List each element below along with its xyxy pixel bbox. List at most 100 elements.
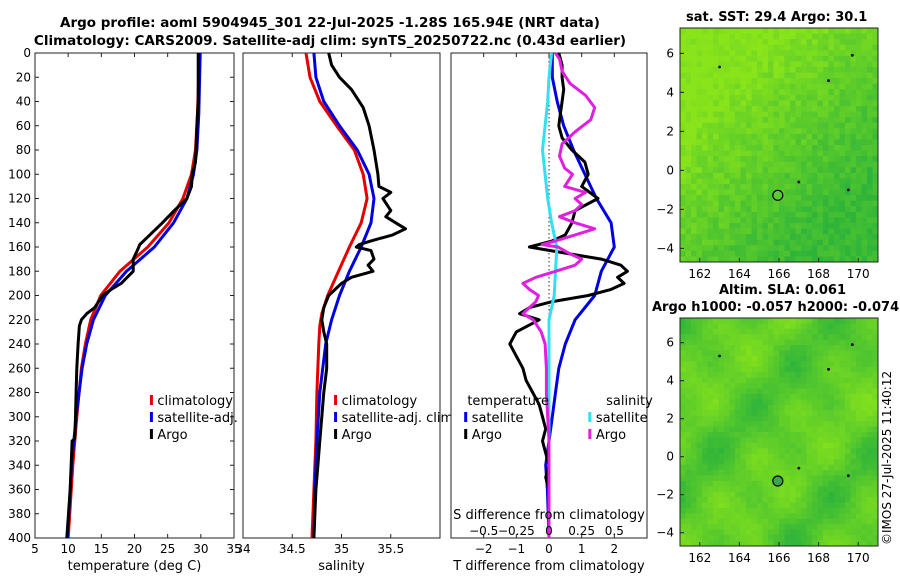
- heatmap-cell: [834, 339, 840, 346]
- heatmap-cell: [735, 470, 741, 476]
- heatmap-cell: [773, 200, 780, 207]
- differences-legend-label: Argo: [596, 428, 626, 443]
- heatmap-cell: [680, 133, 686, 140]
- heatmap-cell: [850, 410, 857, 417]
- heatmap-cell: [845, 508, 851, 514]
- heatmap-cell: [845, 161, 851, 168]
- heatmap-cell: [850, 323, 857, 330]
- heatmap-cell: [724, 448, 730, 455]
- heatmap-cell: [757, 497, 763, 503]
- heatmap-cell: [872, 195, 879, 202]
- heatmap-cell: [779, 211, 785, 218]
- heatmap-cell: [702, 145, 708, 151]
- heatmap-cell: [823, 459, 829, 465]
- heatmap-cell: [790, 72, 796, 79]
- heatmap-cell: [861, 206, 868, 213]
- heatmap-cell: [867, 245, 873, 252]
- heatmap-cell: [872, 518, 879, 525]
- heatmap-cell: [823, 366, 829, 373]
- heatmap-cell: [691, 61, 697, 68]
- heatmap-cell: [806, 459, 813, 465]
- heatmap-cell: [691, 106, 697, 112]
- heatmap-cell: [718, 459, 725, 465]
- heatmap-cell: [823, 145, 829, 151]
- heatmap-cell: [746, 33, 752, 40]
- heatmap-cell: [850, 178, 857, 185]
- heatmap-cell: [795, 529, 802, 536]
- heatmap-cell: [845, 83, 851, 90]
- heatmap-cell: [790, 33, 796, 40]
- heatmap-cell: [751, 442, 758, 449]
- heatmap-cell: [812, 497, 818, 503]
- heatmap-cell: [839, 239, 846, 246]
- heatmap-cell: [779, 361, 785, 368]
- heatmap-cell: [768, 470, 774, 476]
- heatmap-cell: [707, 437, 714, 444]
- heatmap-cell: [790, 399, 796, 406]
- heatmap-cell: [817, 366, 824, 373]
- heatmap-cell: [707, 448, 714, 455]
- heatmap-cell: [768, 399, 774, 406]
- heatmap-cell: [691, 486, 697, 493]
- heatmap-cell: [801, 106, 807, 112]
- heatmap-cell: [817, 206, 824, 213]
- heatmap-cell: [696, 234, 703, 241]
- heatmap-cell: [768, 178, 774, 185]
- heatmap-cell: [850, 421, 857, 427]
- heatmap-cell: [812, 426, 818, 433]
- heatmap-cell: [740, 323, 747, 330]
- heatmap-cell: [724, 404, 730, 411]
- heatmap-cell: [702, 184, 708, 190]
- heatmap-cell: [845, 172, 851, 179]
- heatmap-cell: [828, 464, 835, 471]
- heatmap-cell: [729, 223, 736, 229]
- heatmap-cell: [850, 388, 857, 395]
- heatmap-cell: [845, 470, 851, 476]
- temperature-ytick-label: 200: [8, 289, 31, 303]
- heatmap-cell: [751, 328, 758, 335]
- heatmap-cell: [724, 223, 730, 229]
- heatmap-cell: [757, 117, 763, 124]
- heatmap-cell: [872, 83, 879, 90]
- heatmap-cell: [713, 111, 719, 118]
- heatmap-cell: [718, 437, 725, 444]
- heatmap-cell: [707, 540, 714, 547]
- heatmap-cell: [680, 432, 686, 438]
- heatmap-cell: [806, 415, 813, 422]
- heatmap-cell: [702, 394, 708, 400]
- heatmap-cell: [768, 167, 774, 174]
- heatmap-cell: [856, 189, 862, 196]
- heatmap-cell: [795, 394, 802, 400]
- heatmap-cell: [713, 200, 719, 207]
- heatmap-cell: [691, 508, 697, 514]
- heatmap-cell: [828, 394, 835, 400]
- heatmap-cell: [724, 156, 730, 163]
- heatmap-cell: [839, 508, 846, 514]
- heatmap-cell: [740, 415, 747, 422]
- heatmap-cell: [751, 28, 758, 34]
- heatmap-cell: [751, 223, 758, 229]
- heatmap-cell: [762, 339, 769, 346]
- heatmap-cell: [757, 475, 763, 482]
- temperature-ytick-label: 140: [8, 216, 31, 230]
- altim_sla_map-xtick-label: 162: [688, 551, 711, 565]
- heatmap-cell: [724, 206, 730, 213]
- heatmap-cell: [707, 464, 714, 471]
- heatmap-cell: [790, 350, 796, 357]
- heatmap-cell: [691, 94, 697, 101]
- heatmap-cell: [801, 61, 807, 68]
- heatmap-cell: [762, 55, 769, 62]
- heatmap-cell: [861, 139, 868, 146]
- heatmap-cell: [735, 111, 741, 118]
- heatmap-cell: [729, 128, 736, 135]
- heatmap-cell: [702, 480, 708, 487]
- heatmap-cell: [779, 28, 785, 34]
- heatmap-cell: [757, 172, 763, 179]
- heatmap-cell: [724, 106, 730, 112]
- heatmap-cell: [718, 328, 725, 335]
- heatmap-cell: [713, 540, 719, 547]
- heatmap-cell: [740, 211, 747, 218]
- heatmap-cell: [867, 437, 873, 444]
- heatmap-cell: [812, 345, 818, 351]
- heatmap-cell: [696, 377, 703, 384]
